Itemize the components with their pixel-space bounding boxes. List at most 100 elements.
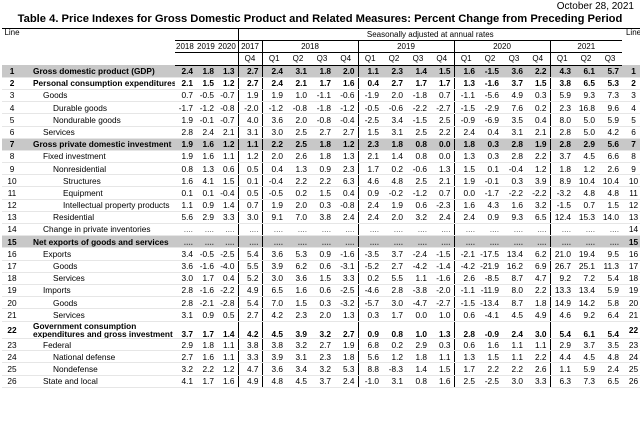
value-cell: 13.4	[574, 284, 599, 298]
value-cell: ....	[175, 235, 196, 249]
quarter-year-header: 2020	[453, 40, 551, 54]
value-cell: 16.2	[502, 260, 527, 273]
value-cell: 0.9	[357, 321, 383, 340]
value-cell: 0.1	[237, 174, 263, 188]
value-cell: ....	[237, 235, 263, 249]
header-row-quarters: Q4 Q1 Q2 Q3 Q4 Q1 Q2 Q3 Q4 Q1 Q2 Q3 Q4 Q1 Q2 Q3	[2, 52, 640, 66]
value-cell: ....	[334, 223, 359, 237]
value-cell: -5.6	[478, 89, 503, 103]
value-cell: ....	[286, 223, 311, 237]
value-cell: 21.0	[549, 247, 575, 261]
value-cell: 2.1	[430, 174, 455, 188]
value-cell: 1.9	[237, 89, 263, 103]
value-cell: 9.3	[502, 211, 527, 225]
value-cell: 6.5	[261, 284, 287, 298]
value-cell: ....	[382, 235, 407, 249]
line-number: 10	[2, 174, 22, 188]
value-cell: 3.4	[382, 113, 407, 127]
value-cell: 0.7	[430, 89, 455, 103]
annual-blank	[196, 52, 217, 66]
value-cell: 2.2	[526, 350, 551, 364]
value-cell: 0.2	[382, 162, 407, 176]
value-cell: 6.2	[526, 247, 551, 261]
row-label: Fixed investment	[22, 150, 175, 164]
value-cell: -1.8	[310, 101, 335, 115]
value-cell: 2.2	[526, 150, 551, 164]
value-cell: -17.5	[478, 247, 503, 261]
header-row-years: 2018 2019 2020 2017 2018 2019 2020 2021	[2, 40, 640, 54]
value-cell: -8.3	[382, 362, 407, 376]
value-cell: 0.6	[310, 260, 335, 273]
value-cell: -0.7	[217, 113, 239, 127]
value-cell: 2.3	[310, 350, 335, 364]
value-cell: 2.1	[286, 77, 311, 90]
value-cell: 1.9	[453, 174, 479, 188]
value-cell: 1.6	[453, 65, 479, 78]
label-header	[22, 28, 175, 66]
value-cell: 0.1	[175, 186, 196, 200]
value-cell: 1.5	[217, 174, 239, 188]
value-cell: -0.7	[217, 89, 239, 103]
value-cell: 1.8	[382, 138, 407, 151]
value-cell: -0.4	[217, 186, 239, 200]
value-cell: 3.6	[175, 260, 196, 273]
value-cell: 0.0	[406, 308, 431, 322]
value-cell: 1.8	[334, 350, 359, 364]
table-row: 21 Services 3.1 0.9 0.5 2.7 4.2 2.3 2.0 1.3 0.3 1.7…	[2, 308, 640, 322]
value-cell: 6.5	[598, 375, 623, 388]
value-cell: 5.4	[237, 247, 263, 261]
value-cell: -0.1	[196, 113, 217, 127]
value-cell: 1.0	[286, 89, 311, 103]
value-cell: ....	[502, 223, 527, 237]
value-cell: 1.4	[382, 150, 407, 164]
value-cell: 2.7	[310, 126, 335, 139]
value-cell: 1.7	[453, 362, 479, 376]
annual-blank	[175, 52, 196, 66]
value-cell: 5.5	[237, 260, 263, 273]
value-cell: 0.8	[406, 138, 431, 151]
value-cell: 14.0	[598, 211, 623, 225]
value-cell: 5.9	[549, 89, 575, 103]
value-cell: -1.1	[453, 89, 479, 103]
value-cell: 5.9	[598, 113, 623, 127]
row-label: Intellectual property products	[22, 199, 175, 212]
line-number-right: 2	[622, 77, 640, 90]
table-row: 1 Gross domestic product (GDP) 2.4 1.8 1.3 2.…	[2, 65, 640, 78]
value-cell: 1.9	[261, 89, 287, 103]
value-cell: 1.4	[217, 321, 239, 340]
value-cell: -2.9	[478, 101, 503, 115]
value-cell: -5.7	[357, 296, 383, 310]
value-cell: 1.9	[175, 113, 196, 127]
value-cell: 3.2	[175, 362, 196, 376]
value-cell: 12.4	[549, 211, 575, 225]
value-cell: 10.4	[598, 174, 623, 188]
value-cell: -0.5	[357, 101, 383, 115]
value-cell: 0.5	[237, 186, 263, 200]
value-cell: 3.4	[175, 247, 196, 261]
value-cell: 3.9	[261, 350, 287, 364]
value-cell: 6.4	[598, 308, 623, 322]
table-row: 10 Structures 1.6 4.1 1.5 0.1 -0.4 2.2 2.2 6.3 4.6…	[2, 174, 640, 188]
value-cell: 1.8	[526, 296, 551, 310]
annual-year-header: 2020	[217, 40, 239, 54]
value-cell: 1.4	[406, 362, 431, 376]
value-cell: 3.7	[502, 77, 527, 90]
value-cell: 0.8	[175, 162, 196, 176]
value-cell: 2.3	[286, 308, 311, 322]
value-cell: 4.5	[286, 375, 311, 388]
value-cell: 1.8	[453, 138, 479, 151]
quarter-header: Q3	[502, 52, 527, 66]
value-cell: 2.6	[526, 362, 551, 376]
table-row: 14 Change in private inventories.........…	[2, 223, 640, 237]
value-cell: 5.2	[237, 272, 263, 285]
value-cell: 0.9	[357, 186, 383, 200]
value-cell: 2.4	[453, 211, 479, 225]
value-cell: 0.4	[526, 113, 551, 127]
value-cell: ....	[453, 223, 479, 237]
value-cell: 2.4	[196, 126, 217, 139]
quarter-header: Q1	[549, 52, 575, 66]
value-cell: 4.4	[549, 350, 575, 364]
row-label: Personal consumption expenditures	[22, 77, 175, 90]
value-cell: 0.3	[310, 296, 335, 310]
value-cell: 1.0	[430, 308, 455, 322]
